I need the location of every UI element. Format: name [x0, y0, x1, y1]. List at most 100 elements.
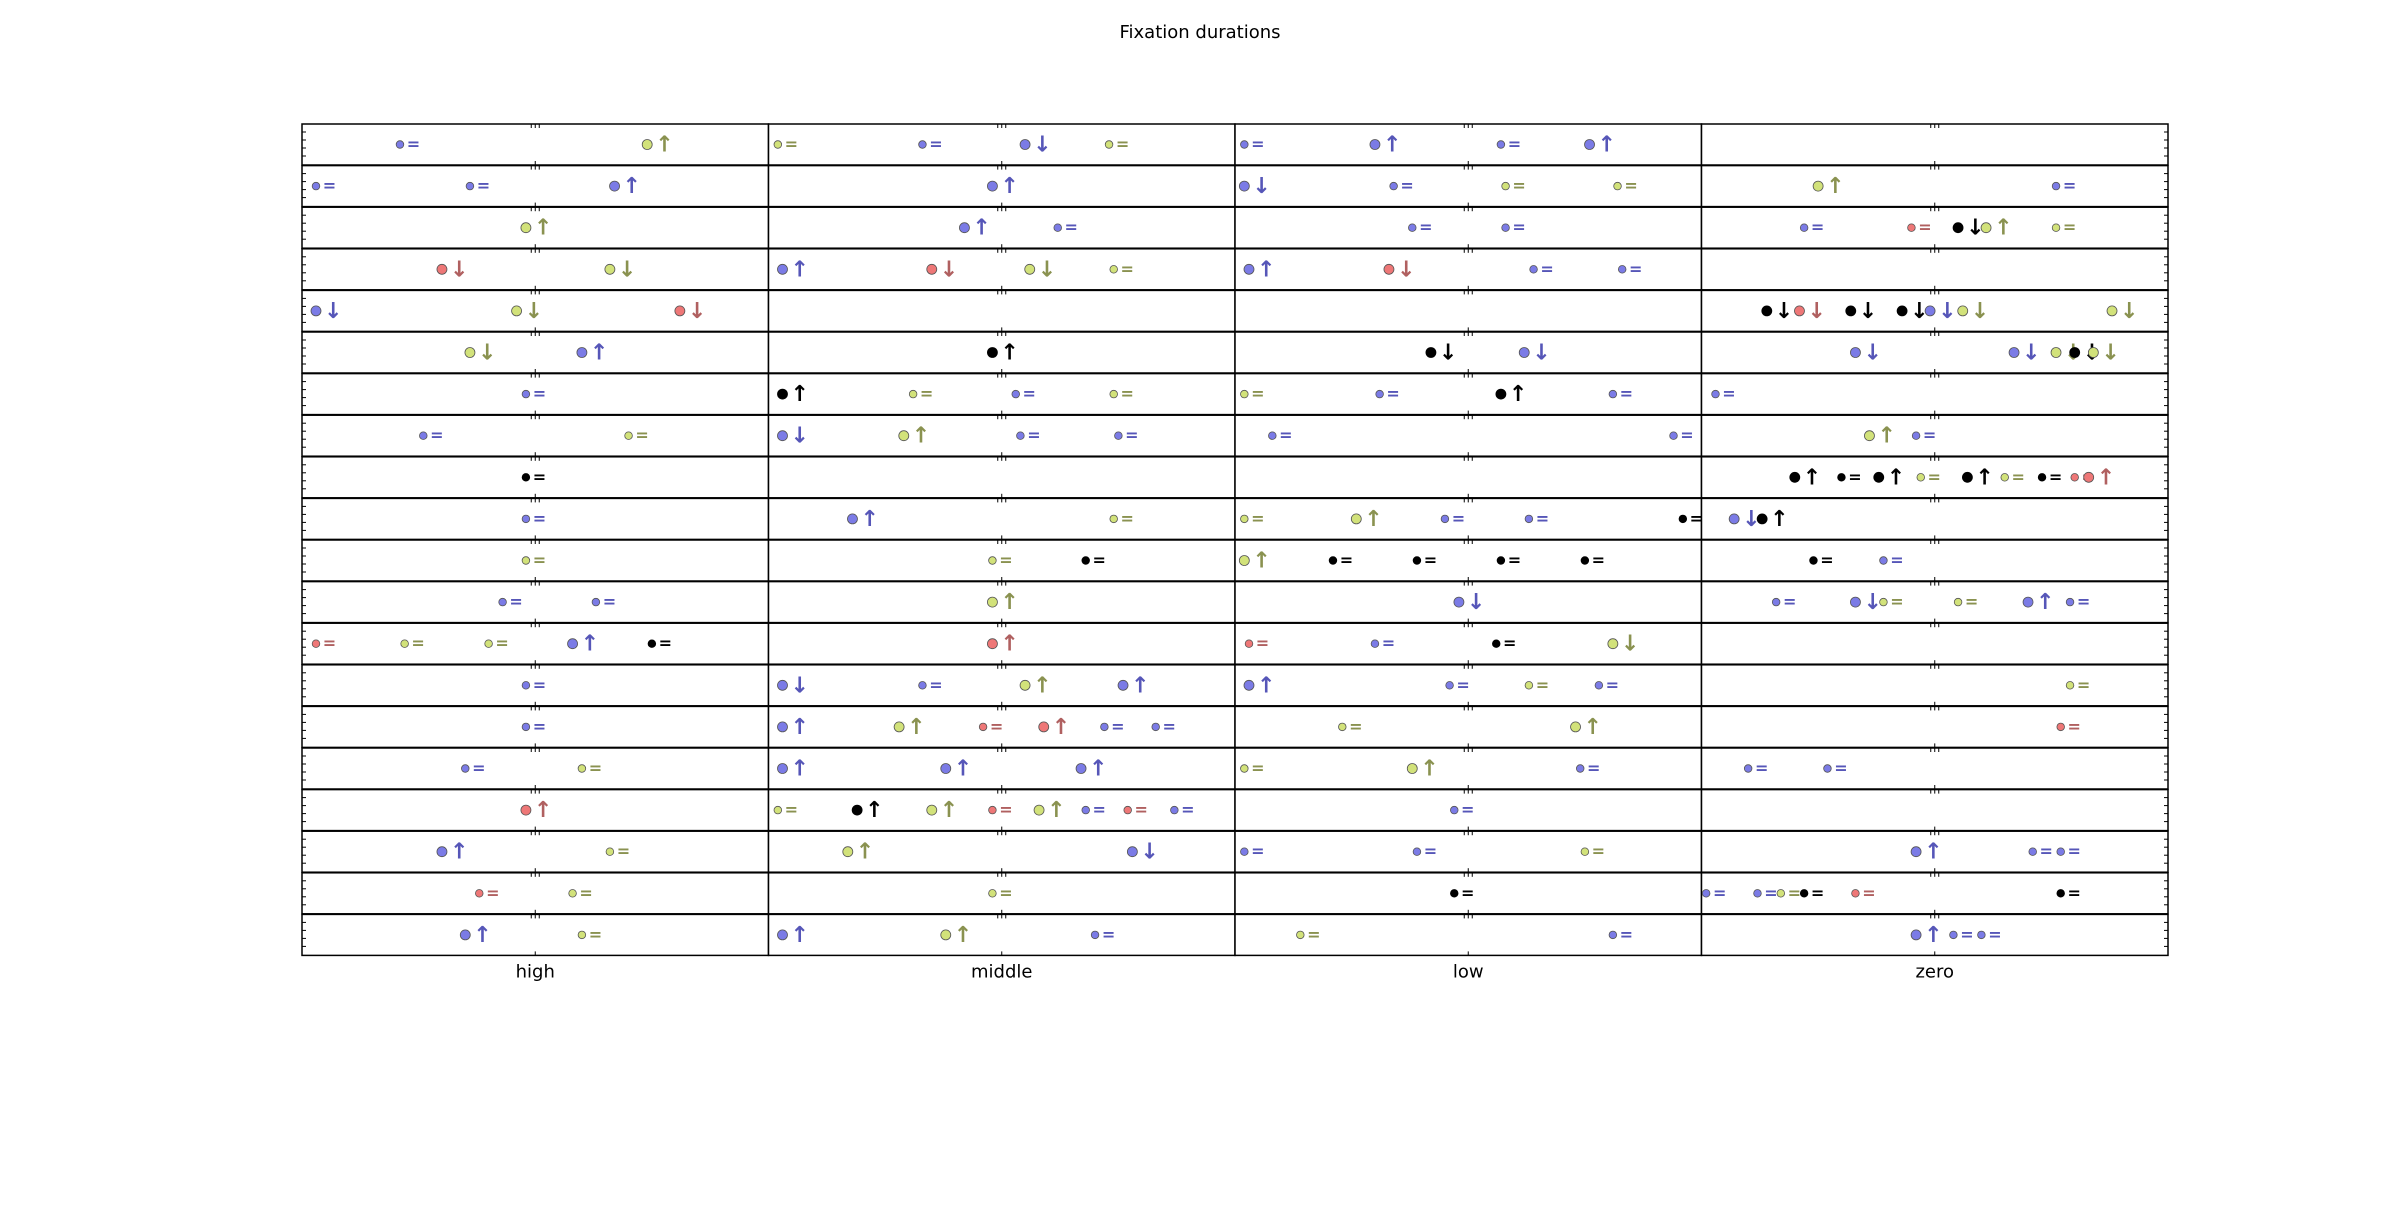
data-point-blue — [2022, 596, 2034, 608]
data-point-blue — [918, 681, 927, 690]
panel-box — [301, 164, 770, 208]
panel-box — [767, 830, 1236, 873]
plot-row: ↓↑↑↓↓↓↓↓↓↓ — [301, 331, 2169, 374]
data-point-black — [1761, 305, 1773, 317]
marker-symbol: ↓ — [790, 424, 808, 449]
plot-row: ↑ = ↑ ↓ = = = ↑ = = — [301, 830, 2169, 873]
data-point-yellow — [511, 305, 522, 317]
marker-symbol: ↑ — [450, 840, 468, 865]
plot-row: ↓ ↓ ↓ ↓ ↓ ↓ ↓ ↓ ↓ ↓ — [301, 289, 2169, 333]
marker-symbol: = — [1508, 135, 1521, 154]
data-point-blue — [940, 763, 952, 774]
marker-symbol: = — [1811, 883, 1824, 902]
marker-symbol: ↓ — [1621, 632, 1639, 657]
marker-symbol: = — [2068, 883, 2081, 902]
marker-symbol: ↓ — [1863, 341, 1881, 366]
marker-symbol: ↑ — [790, 715, 808, 740]
panel-box — [767, 622, 1236, 665]
panel-box — [1234, 539, 1703, 582]
marker-symbol: = — [1279, 426, 1292, 445]
marker-symbol: ↓ — [450, 257, 468, 282]
marker-symbol: ↑ — [1383, 133, 1401, 158]
data-point-blue — [1850, 596, 1861, 608]
panel-box — [1700, 830, 2169, 873]
panel-box — [301, 580, 770, 624]
data-point-yellow — [624, 431, 633, 440]
marker-symbol: = — [2077, 675, 2090, 694]
marker-symbol: ↓ — [1467, 590, 1485, 615]
data-point-yellow — [2087, 347, 2099, 358]
marker-symbol: ↑ — [581, 632, 599, 657]
x-tick-label: middle — [971, 961, 1032, 982]
data-point-yellow — [2050, 347, 2062, 358]
data-point-blue — [1019, 139, 1031, 150]
data-point-blue — [1243, 263, 1255, 275]
marker-symbol: ↓ — [2022, 341, 2040, 366]
marker-symbol: = — [486, 883, 499, 902]
marker-symbol: = — [472, 759, 485, 778]
data-point-blue — [1053, 223, 1062, 232]
marker-symbol: ↓ — [1038, 257, 1056, 282]
marker-symbol: = — [617, 842, 630, 861]
marker-symbol: = — [1251, 135, 1264, 154]
data-point-blue — [1799, 223, 1809, 232]
panel-box — [767, 664, 1236, 707]
marker-symbol: = — [1834, 759, 1847, 778]
data-point-blue — [1240, 847, 1249, 856]
panel-box — [767, 164, 1236, 208]
data-point-blue — [1496, 140, 1506, 149]
data-point-yellow — [1240, 389, 1249, 399]
plot-row: ↑ ↑ = = = = = ↓ ↑ = — [301, 206, 2169, 249]
data-point-blue — [1850, 347, 1861, 358]
data-point-blue — [1743, 764, 1753, 773]
marker-symbol: ↑ — [1131, 673, 1149, 698]
panel-box — [1700, 622, 2169, 665]
data-point-blue — [1090, 930, 1100, 940]
marker-symbol: ↑ — [590, 341, 608, 366]
data-point-blue — [1501, 223, 1510, 232]
data-point-black — [1492, 639, 1501, 648]
marker-symbol: ↑ — [1000, 341, 1018, 366]
panel-box — [1234, 622, 1703, 665]
data-point-blue — [2008, 347, 2020, 358]
data-point-red — [1383, 263, 1395, 275]
data-point-blue — [1911, 431, 1921, 440]
plot-row: = = = = = = = = = = — [301, 872, 2169, 915]
data-point-yellow — [1338, 722, 1347, 732]
marker-symbol: = — [1848, 467, 1861, 486]
data-point-yellow — [1033, 804, 1045, 816]
data-point-black — [987, 347, 998, 358]
marker-symbol: = — [579, 883, 592, 902]
data-point-red — [1794, 305, 1805, 317]
marker-symbol: ↑ — [1584, 715, 1602, 740]
marker-symbol: = — [1027, 426, 1040, 445]
marker-symbol: = — [2068, 717, 2081, 736]
marker-symbol: = — [1102, 925, 1115, 944]
plot-row: = = = ↑ = = = = = = — [301, 539, 2169, 582]
marker-symbol: ↓ — [1863, 590, 1881, 615]
marker-symbol: ↑ — [954, 757, 972, 782]
marker-symbol: = — [1890, 592, 1903, 611]
panel-box — [301, 331, 770, 374]
data-point-blue — [1529, 265, 1538, 274]
marker-symbol: = — [1928, 467, 1941, 486]
data-point-blue — [2028, 847, 2037, 856]
marker-symbol: = — [1713, 883, 1726, 902]
marker-symbol: = — [533, 675, 546, 694]
data-point-black — [647, 639, 657, 648]
data-point-blue — [1669, 431, 1678, 440]
data-point-black — [1952, 222, 1964, 234]
marker-symbol: = — [323, 634, 336, 653]
marker-symbol: = — [1135, 800, 1148, 819]
marker-symbol: ↑ — [856, 840, 874, 865]
marker-symbol: ↓ — [525, 299, 543, 324]
panel-box — [301, 414, 770, 457]
marker-symbol: = — [533, 509, 546, 528]
data-point-blue — [959, 222, 970, 234]
data-point-yellow — [1109, 265, 1118, 274]
data-point-blue — [459, 929, 471, 941]
data-point-black — [1873, 471, 1885, 483]
marker-symbol: ↑ — [972, 216, 990, 241]
plot-row: = ↓ = ↑ ↑ ↑ = = = = — [301, 664, 2169, 707]
marker-symbol: = — [929, 675, 942, 694]
